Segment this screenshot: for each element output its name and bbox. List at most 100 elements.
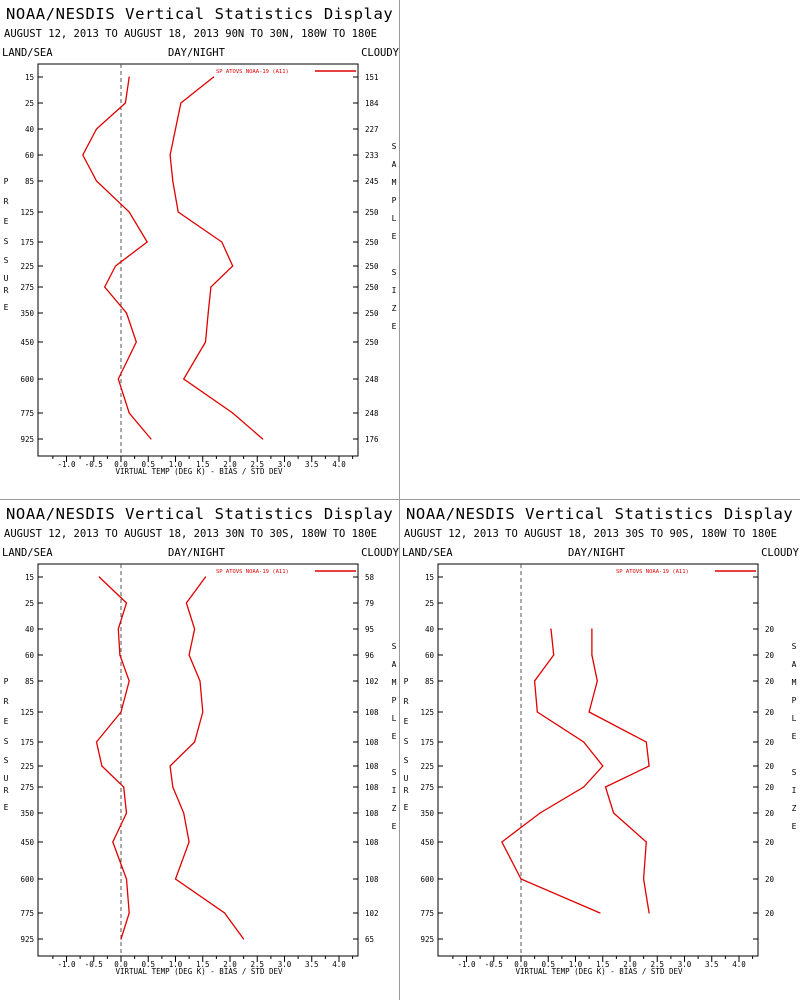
bias-point: [98, 576, 100, 578]
x-tick-label: -1.0: [457, 960, 476, 969]
sample-size-label: 250: [365, 262, 379, 271]
std-dev-point: [183, 378, 185, 380]
plot-frame: [37, 63, 359, 457]
bias-point: [125, 312, 128, 314]
std-dev-point: [232, 265, 234, 267]
pressure-tick-label: 775: [20, 909, 34, 918]
std-dev-point: [591, 654, 593, 656]
bias-point: [135, 341, 137, 343]
panel-title: NOAA/NESDIS Vertical Statistics Display: [6, 5, 394, 23]
std-dev-point: [604, 786, 607, 788]
pressure-tick-label: 25: [25, 599, 34, 608]
pressure-tick-label: 40: [25, 125, 35, 134]
std-dev-profile-line: [169, 576, 245, 940]
std-dev-point: [213, 76, 215, 78]
x-tick-label: 2.5: [650, 960, 664, 969]
pressure-axis-letter: E: [4, 803, 9, 812]
std-dev-point: [262, 438, 264, 440]
legend-label: SP ATOVS NOAA-19 (A11): [216, 69, 289, 75]
std-dev-point: [202, 711, 204, 713]
pressure-tick-label: 775: [420, 909, 434, 918]
sample-size-label: 108: [365, 875, 379, 884]
x-tick-label: 0.0: [114, 460, 128, 469]
vertical-stats-chart: -1.0 -0.5 0.0 0.5 1.0 1.5 2.0 2.5 3.0 3.5 4.0 VIRTU…: [404, 563, 797, 976]
bias-point: [534, 680, 536, 682]
pressure-tick-label: 925: [420, 935, 434, 944]
sample-size-label: 108: [365, 783, 379, 792]
std-dev-point: [207, 312, 209, 314]
x-tick-label: -0.5: [485, 960, 503, 969]
x-tick-label: -0.5: [85, 460, 103, 469]
std-dev-point: [204, 341, 207, 343]
pressure-tick-label: 450: [20, 338, 34, 347]
pressure-tick-label: 275: [20, 783, 34, 792]
x-tick-label: 0.5: [141, 960, 155, 969]
sample-axis-letter: L: [392, 714, 397, 723]
x-tick-label: 2.0: [223, 960, 237, 969]
vertical-stats-chart: -1.0 -0.5 0.0 0.5 1.0 1.5 2.0 2.5 3.0 3.5 4.0 VIRTU…: [4, 63, 397, 476]
bias-point: [128, 76, 130, 78]
bias-point: [95, 180, 98, 182]
std-dev-point: [172, 180, 174, 182]
x-tick-label: 3.5: [305, 460, 319, 469]
sample-size-label: 20: [765, 651, 775, 660]
sample-size-label: 151: [365, 73, 379, 82]
bias-point: [125, 602, 128, 604]
pressure-tick-label: 350: [20, 809, 34, 818]
pressure-tick-label: 15: [25, 573, 34, 582]
bias-point: [104, 286, 106, 288]
sample-axis-letter: A: [392, 160, 397, 169]
size-axis-letter: Z: [392, 804, 397, 813]
x-tick-label: -0.5: [85, 960, 103, 969]
sample-axis-letter: L: [392, 214, 397, 223]
sample-size-label: 250: [365, 238, 379, 247]
sample-size-label: 108: [365, 762, 379, 771]
pressure-tick-label: 225: [420, 762, 434, 771]
x-tick-label: 0.0: [114, 960, 128, 969]
x-tick-label: 1.5: [196, 960, 210, 969]
sample-size-label: 20: [765, 708, 775, 717]
sample-axis-letter: S: [392, 642, 397, 651]
sample-axis-letter: P: [392, 196, 397, 205]
std-dev-profile-line: [169, 76, 264, 440]
pressure-axis-letter: P: [404, 677, 409, 686]
pressure-axis-letter: E: [4, 717, 9, 726]
pressure-tick-label: 450: [420, 838, 434, 847]
pressure-axis-letter: R: [4, 697, 9, 706]
sample-size-label: 250: [365, 309, 379, 318]
sample-size-label: 20: [765, 838, 775, 847]
x-tick-label: -1.0: [57, 960, 76, 969]
sample-axis-letter: M: [792, 678, 797, 687]
bias-point: [599, 912, 601, 914]
pressure-tick-label: 85: [425, 677, 434, 686]
panel-subtitle: AUGUST 12, 2013 TO AUGUST 18, 2013 30N T…: [4, 528, 377, 540]
x-tick-label: 1.0: [569, 960, 583, 969]
pressure-tick-label: 275: [420, 783, 434, 792]
bias-point: [146, 241, 148, 243]
x-tick-label: 2.0: [223, 460, 237, 469]
x-tick-label: 3.0: [678, 960, 692, 969]
size-axis-letter: Z: [392, 304, 397, 313]
pressure-tick-label: 225: [20, 262, 34, 271]
pressure-tick-label: 125: [20, 208, 34, 217]
std-dev-point: [172, 786, 174, 788]
bias-profile-line: [501, 628, 604, 914]
panel-title: NOAA/NESDIS Vertical Statistics Display: [406, 505, 794, 523]
sample-size-label: 20: [765, 809, 775, 818]
bias-point: [128, 412, 130, 414]
stats-panel-30n-30s: NOAA/NESDIS Vertical Statistics Display …: [0, 500, 400, 1000]
pressure-tick-label: 25: [25, 99, 34, 108]
pressure-axis-letter: S: [4, 237, 9, 246]
day-night-label: DAY/NIGHT: [168, 547, 225, 559]
sample-axis-letter: E: [792, 732, 797, 741]
sample-axis-letter: M: [392, 678, 397, 687]
pressure-axis-letter: U: [404, 774, 409, 783]
pressure-tick-label: 60: [25, 151, 35, 160]
plot-frame: [37, 563, 359, 957]
size-axis-letter: I: [392, 786, 397, 795]
pressure-axis-letter: S: [404, 737, 409, 746]
vertical-stats-chart: -1.0 -0.5 0.0 0.5 1.0 1.5 2.0 2.5 3.0 3.5 4.0 VIRTU…: [4, 563, 397, 976]
pressure-axis-letter: E: [4, 303, 9, 312]
sample-size-label: 250: [365, 208, 379, 217]
sample-size-label: 20: [765, 762, 775, 771]
